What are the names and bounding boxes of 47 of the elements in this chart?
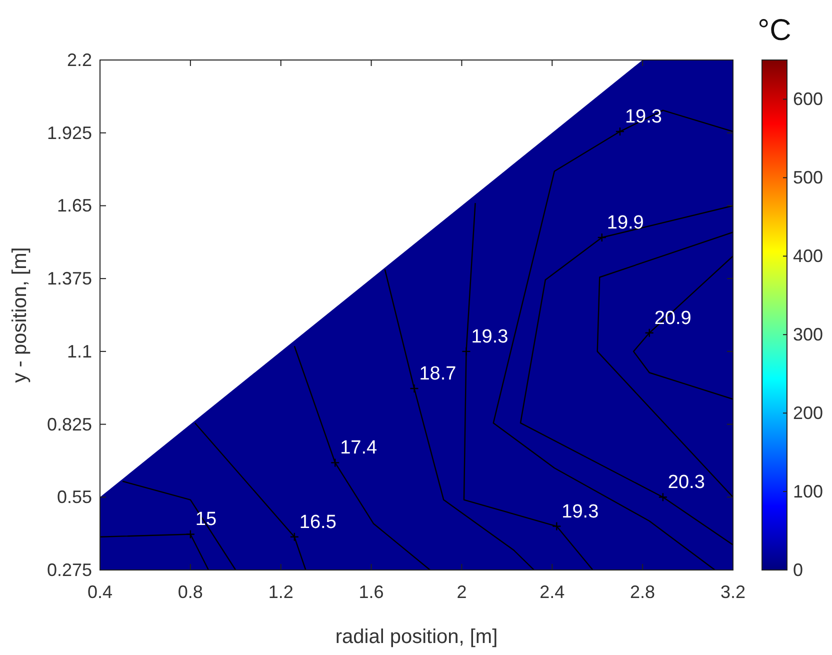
annotation: 19.3 — [562, 501, 599, 522]
annotation: 16.5 — [299, 512, 336, 533]
color-bar-label: 100 — [793, 482, 824, 502]
point — [186, 530, 196, 539]
y-tick-label: 1.65 — [56, 196, 92, 216]
annotation: 18.7 — [419, 364, 456, 385]
y-tick-label: 0.55 — [56, 487, 92, 508]
x-tick-label: 2.4 — [540, 582, 565, 602]
annotation: 19.9 — [606, 212, 644, 234]
annotation: 17.4 — [340, 438, 378, 459]
y-tick-label: 0.275 — [46, 560, 92, 580]
color-bar-label: 300 — [793, 324, 824, 345]
x-axis-title: radial position, [m] — [335, 626, 498, 648]
color-bar-label: 0 — [793, 560, 804, 580]
x-tick-label: 0.8 — [178, 582, 203, 602]
x-tick-label: 2 — [456, 582, 467, 602]
point — [644, 328, 654, 338]
x-tick-label: 3.2 — [720, 582, 746, 602]
point — [410, 384, 419, 394]
point — [597, 232, 606, 242]
y-axis-title: y - position, [m] — [9, 247, 31, 383]
point — [552, 522, 562, 531]
line-series — [632, 255, 733, 400]
point — [615, 126, 625, 136]
line-series — [596, 232, 733, 498]
y-tick-label: 2.2 — [66, 50, 92, 70]
y-tick-label: 0.825 — [46, 414, 92, 434]
x-tick-label: 1.6 — [358, 582, 384, 602]
x-tick-label: 0.4 — [87, 582, 113, 602]
line-series — [520, 205, 733, 546]
y-tick-label: 1.375 — [46, 268, 92, 289]
point — [462, 346, 471, 356]
x-tick-label: 2.8 — [630, 582, 656, 602]
annotation: 19.3 — [471, 326, 508, 348]
y-tick-label: 1.925 — [46, 122, 92, 143]
color-bar-title: °C — [758, 14, 792, 47]
color-bar-label: 600 — [793, 89, 824, 110]
point — [330, 458, 340, 468]
line-series — [384, 268, 535, 570]
annotation: 20.3 — [668, 472, 705, 494]
color-bar-label: 200 — [793, 403, 824, 424]
color-bar-label: 400 — [793, 246, 824, 266]
x-tick-label: 1.2 — [268, 582, 294, 602]
y-tick-label: 1.1 — [66, 341, 92, 362]
color-bar-label: 500 — [793, 168, 824, 188]
point — [290, 532, 300, 542]
point — [658, 492, 668, 502]
